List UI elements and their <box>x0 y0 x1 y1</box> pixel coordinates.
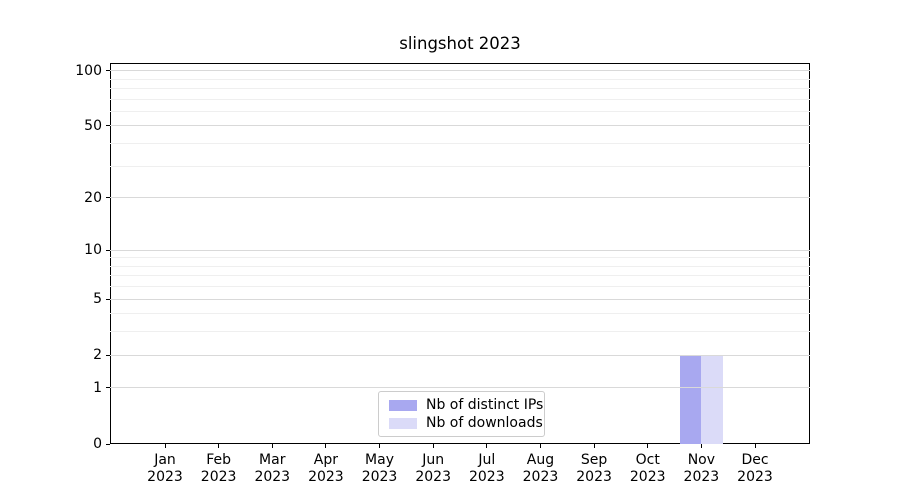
x-tick-label-dec: Dec 2023 <box>725 452 785 486</box>
x-tick-label-jun: Jun 2023 <box>403 452 463 486</box>
x-tick <box>486 444 488 448</box>
legend-item-distinct-ips: Nb of distinct IPs <box>389 397 543 413</box>
y-tick-label: 20 <box>84 189 102 206</box>
y-gridline-minor <box>110 313 810 315</box>
y-gridline-minor <box>110 275 810 277</box>
x-tick-label-year: 2023 <box>576 469 612 485</box>
bar-nov-distinct-ips <box>679 355 702 444</box>
x-tick <box>647 444 649 448</box>
y-tick <box>106 125 110 127</box>
x-tick <box>325 444 327 448</box>
y-gridline-minor <box>110 110 810 112</box>
x-tick-label-month: Aug <box>526 452 555 468</box>
x-tick <box>164 444 166 448</box>
x-tick-label-year: 2023 <box>468 469 505 485</box>
y-tick-label: 2 <box>93 347 102 364</box>
y-gridline-minor <box>110 286 810 288</box>
y-gridline-minor <box>110 165 810 167</box>
x-tick-label-may: May 2023 <box>350 452 410 486</box>
y-gridline-minor <box>110 87 810 89</box>
y-tick <box>106 197 110 199</box>
x-tick-label-year: 2023 <box>308 469 344 485</box>
y-tick-label: 10 <box>84 242 102 258</box>
y-gridline-minor <box>110 143 810 145</box>
y-gridline-minor <box>110 331 810 333</box>
x-tick-label-month: Jul <box>478 452 496 468</box>
x-tick-label-feb: Feb 2023 <box>189 452 249 486</box>
x-tick-label-apr: Apr 2023 <box>296 452 356 486</box>
y-gridline-minor <box>110 98 810 100</box>
x-tick-label-month: Apr <box>313 452 339 468</box>
y-tick <box>106 387 110 389</box>
x-tick-label-mar: Mar 2023 <box>242 452 302 486</box>
x-tick-label-jan: Jan 2023 <box>135 452 195 486</box>
y-tick <box>106 354 110 356</box>
x-tick-label-month: Jun <box>422 452 445 468</box>
x-tick <box>218 444 220 448</box>
y-gridline-major <box>110 125 810 127</box>
y-gridline-minor <box>110 78 810 80</box>
legend-label-downloads: Nb of downloads <box>426 415 543 431</box>
x-tick-label-year: 2023 <box>629 469 666 485</box>
x-tick <box>379 444 381 448</box>
x-tick-label-sep: Sep 2023 <box>564 452 624 486</box>
x-tick <box>593 444 595 448</box>
y-tick-label: 0 <box>93 436 102 452</box>
x-tick-label-year: 2023 <box>200 469 237 485</box>
x-tick-label-year: 2023 <box>147 469 183 485</box>
x-tick-label-year: 2023 <box>522 469 559 485</box>
y-gridline-major <box>110 387 810 389</box>
x-tick-label-aug: Aug 2023 <box>510 452 570 486</box>
x-tick-label-nov: Nov 2023 <box>671 452 731 486</box>
x-tick-label-month: May <box>365 452 394 468</box>
x-tick-label-month: Mar <box>259 452 286 468</box>
y-tick-label: 5 <box>93 291 102 308</box>
x-tick-label-year: 2023 <box>361 469 398 485</box>
y-gridline-major <box>110 298 810 300</box>
y-tick <box>106 443 110 445</box>
x-tick-label-month: Sep <box>580 452 608 468</box>
bar-nov-downloads <box>701 355 723 444</box>
x-tick-label-year: 2023 <box>683 469 720 485</box>
x-tick <box>539 444 541 448</box>
x-tick <box>432 444 434 448</box>
x-tick-label-oct: Oct 2023 <box>618 452 678 486</box>
y-gridline-major <box>110 197 810 199</box>
y-tick <box>106 298 110 300</box>
y-gridline-minor <box>110 257 810 259</box>
x-tick-label-month: Dec <box>741 452 769 468</box>
y-tick <box>106 70 110 72</box>
y-tick-label: 1 <box>93 379 102 396</box>
y-gridline-major <box>110 249 810 251</box>
y-tick-label: 50 <box>84 117 102 134</box>
x-tick-label-year: 2023 <box>415 469 451 485</box>
x-tick-label-month: Feb <box>206 452 232 468</box>
x-tick <box>754 444 756 448</box>
legend: Nb of distinct IPs Nb of downloads <box>378 391 545 437</box>
x-tick-label-month: Jan <box>154 452 176 468</box>
y-gridline-major <box>110 354 810 356</box>
x-tick-label-month: Nov <box>687 452 716 468</box>
plot-area <box>110 63 810 444</box>
legend-swatch-downloads-icon <box>389 417 417 429</box>
legend-swatch-distinct-ips-icon <box>389 399 417 411</box>
legend-item-downloads: Nb of downloads <box>389 415 543 431</box>
x-tick-label-year: 2023 <box>254 469 291 485</box>
y-tick-label: 100 <box>75 62 102 79</box>
legend-label-distinct-ips: Nb of distinct IPs <box>426 397 544 413</box>
x-tick-label-month: Oct <box>635 452 660 468</box>
x-tick <box>700 444 702 448</box>
x-tick-label-year: 2023 <box>737 469 773 485</box>
chart-title: slingshot 2023 <box>399 34 521 53</box>
x-tick <box>271 444 273 448</box>
y-tick <box>106 249 110 251</box>
y-gridline-minor <box>110 265 810 267</box>
y-gridline-major <box>110 70 810 72</box>
x-tick-label-jul: Jul 2023 <box>457 452 517 486</box>
